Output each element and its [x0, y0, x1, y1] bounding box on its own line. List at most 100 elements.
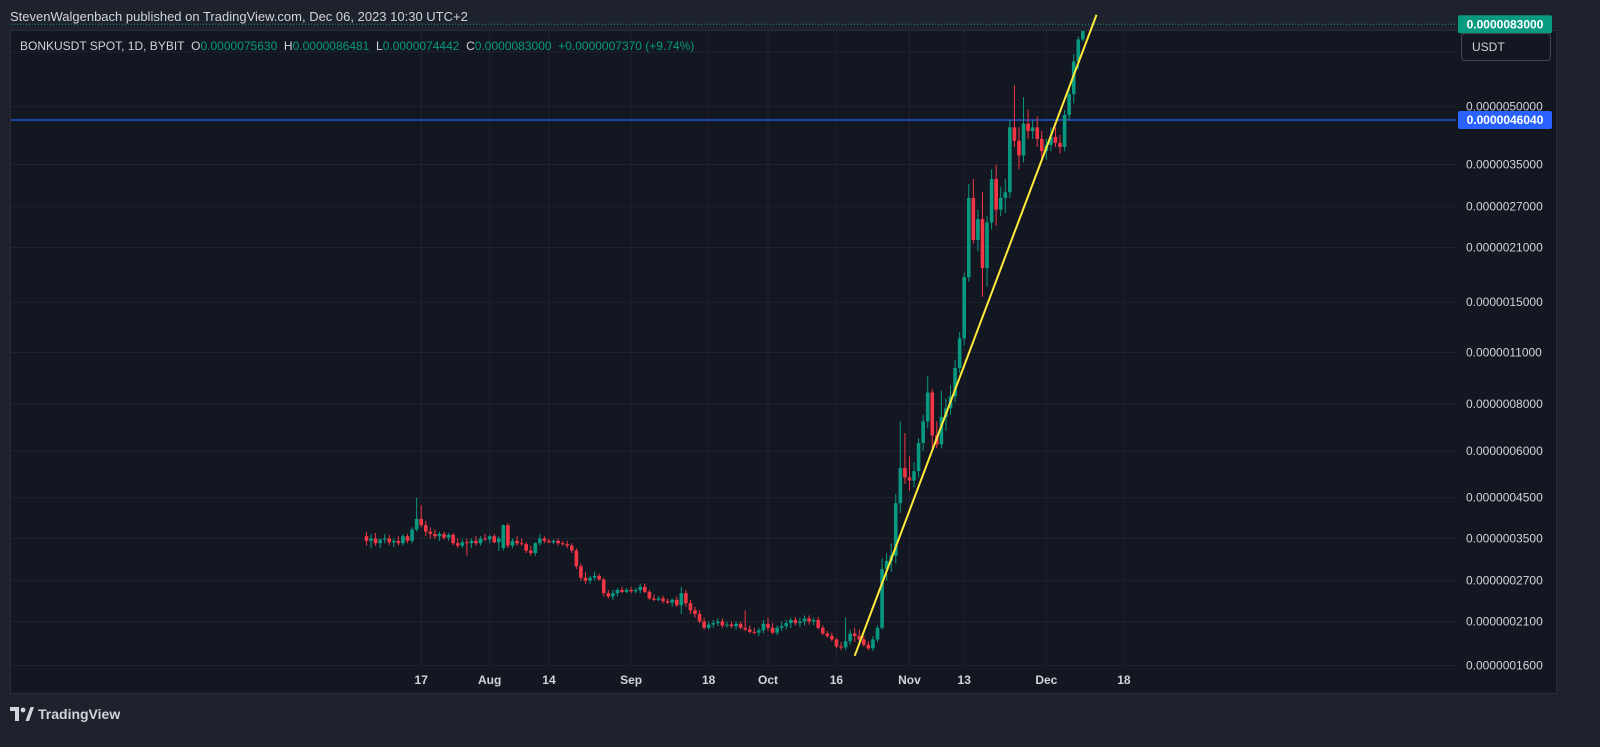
x-tick-label: 17	[415, 673, 429, 687]
candle-body	[560, 543, 565, 545]
open-label: O	[191, 39, 201, 53]
chart-pane[interactable]	[10, 30, 1557, 694]
candle-body	[693, 610, 697, 614]
candle-body	[811, 619, 816, 622]
candle-body	[501, 525, 506, 549]
candle-body	[834, 639, 839, 647]
candle-body	[638, 586, 643, 590]
candle-body	[674, 599, 679, 606]
candle-body	[652, 598, 656, 600]
candle-body	[852, 633, 857, 637]
candle-body	[998, 197, 1003, 210]
symbol-name: BONKUSDT SPOT, 1D, BYBIT	[20, 39, 185, 53]
candle-body	[925, 392, 930, 422]
candle-body	[364, 536, 369, 541]
x-tick-label: Oct	[758, 673, 778, 687]
yellow-trendline[interactable]	[853, 14, 1098, 657]
candle-body	[1012, 127, 1017, 141]
y-tick-label: 0.0000050000	[1466, 100, 1543, 114]
candle-body	[747, 629, 752, 632]
candle-body	[565, 544, 570, 546]
low-label: L	[376, 39, 383, 53]
candle-body	[766, 623, 770, 628]
candle-body	[588, 577, 592, 581]
y-tick-label: 0.0000002100	[1466, 614, 1543, 628]
candle-body	[994, 179, 998, 210]
candle-body	[784, 623, 789, 627]
y-tick-label: 0.0000035000	[1466, 158, 1543, 172]
x-tick-label: 13	[958, 673, 972, 687]
candle-body	[802, 618, 807, 622]
candle-body	[679, 593, 684, 606]
candle-body	[373, 538, 378, 544]
candle-body	[953, 368, 957, 397]
last-price-label: 0.0000083000	[1467, 17, 1544, 31]
x-tick-label: Nov	[898, 673, 921, 687]
candle-body	[912, 471, 916, 481]
low-value: 0.0000074442	[382, 39, 460, 53]
x-tick-label: 18	[1117, 673, 1131, 687]
candle-body	[985, 222, 989, 269]
candle-body	[369, 538, 373, 541]
candle-body	[1053, 136, 1058, 143]
open-value: 0.0000075630	[200, 39, 278, 53]
y-tick-label: 0.0000011000	[1466, 346, 1542, 360]
candle-body	[460, 542, 465, 546]
hline-price-label-bg	[1458, 110, 1552, 129]
candle-body	[410, 529, 414, 541]
candle-body	[423, 525, 428, 532]
candle-body	[378, 539, 382, 544]
candle-body	[433, 533, 437, 537]
publish-info: StevenWalgenbach published on TradingVie…	[10, 9, 468, 24]
candle-body	[1008, 127, 1012, 193]
candle-body	[515, 540, 519, 544]
publish-bar: StevenWalgenbach published on TradingVie…	[0, 0, 1600, 30]
candle-body	[697, 613, 702, 622]
candle-body	[465, 542, 469, 544]
candle-body	[761, 623, 766, 631]
candle-body	[962, 277, 967, 339]
candle-body	[825, 633, 830, 637]
candle-body	[496, 538, 501, 543]
candle-body	[980, 219, 985, 269]
candle-body	[492, 536, 497, 543]
candle-body	[779, 626, 784, 628]
x-tick-label: Dec	[1035, 673, 1057, 687]
candle-body	[907, 477, 912, 481]
candle-body	[688, 603, 693, 611]
candle-body	[798, 621, 802, 624]
candle-body	[757, 630, 761, 633]
x-tick-label: Sep	[620, 673, 642, 687]
x-tick-label: 14	[542, 673, 556, 687]
candle-body	[506, 525, 510, 546]
candle-body	[396, 540, 401, 544]
candle-body	[656, 598, 661, 600]
last-price-label-bg	[1458, 15, 1552, 34]
candle-body	[702, 621, 706, 628]
y-tick-label: 0.0000001600	[1466, 659, 1543, 673]
candle-body	[629, 589, 633, 592]
candle-body	[1026, 123, 1030, 132]
candle-body	[647, 591, 652, 599]
candle-body	[624, 589, 629, 592]
candle-body	[414, 518, 419, 530]
y-tick-label: 0.0000003500	[1466, 532, 1543, 546]
currency-button[interactable]: USDT	[1461, 33, 1551, 61]
candle-body	[670, 599, 674, 603]
candle-body	[875, 627, 880, 640]
candle-body	[976, 219, 980, 240]
candle-body	[871, 639, 875, 649]
candle-body	[661, 598, 665, 602]
candle-body	[382, 538, 387, 540]
candle-body	[793, 619, 798, 624]
candle-body	[642, 586, 647, 592]
candle-body	[392, 540, 396, 543]
y-tick-label: 0.0000006000	[1466, 444, 1543, 458]
candle-body	[1081, 31, 1085, 40]
candle-body	[1017, 140, 1021, 156]
candle-body	[579, 566, 583, 578]
x-tick-label: Aug	[478, 673, 501, 687]
x-tick-label: 16	[830, 673, 844, 687]
tradingview-branding[interactable]: TradingView	[10, 706, 120, 722]
